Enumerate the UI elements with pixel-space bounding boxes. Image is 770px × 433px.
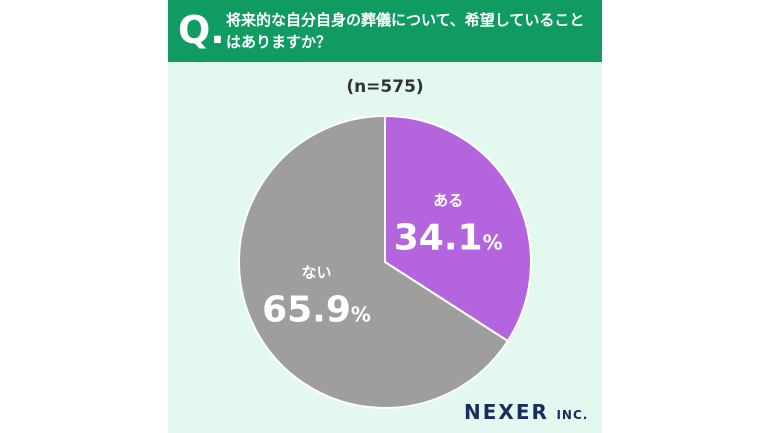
sample-size: (n=575) — [346, 77, 424, 97]
chart-card: Q. 将来的な自分自身の葬儀について、希望していることはありますか？ (n=57… — [168, 0, 602, 433]
question-header: Q. 将来的な自分自身の葬儀について、希望していることはありますか？ — [168, 0, 602, 62]
question-text: 将来的な自分自身の葬儀について、希望していることはありますか？ — [226, 11, 585, 51]
slice-value-0: 34.1% — [394, 218, 503, 259]
pie-labels: ある 34.1% ない 65.9% — [262, 192, 503, 331]
pie-chart: ある 34.1% ない 65.9% — [238, 114, 532, 409]
pie-slices — [238, 114, 532, 409]
question-mark: Q. — [178, 8, 225, 52]
slice-value-1: 65.9% — [262, 289, 371, 330]
slice-label-0: ある — [433, 192, 463, 210]
slice-label-1: ない — [302, 263, 332, 281]
nexer-logo: NEXER INC. — [464, 400, 588, 424]
brand-name: NEXER — [464, 400, 549, 424]
brand-suffix: INC. — [556, 408, 589, 422]
pie-slice-1 — [238, 114, 510, 409]
